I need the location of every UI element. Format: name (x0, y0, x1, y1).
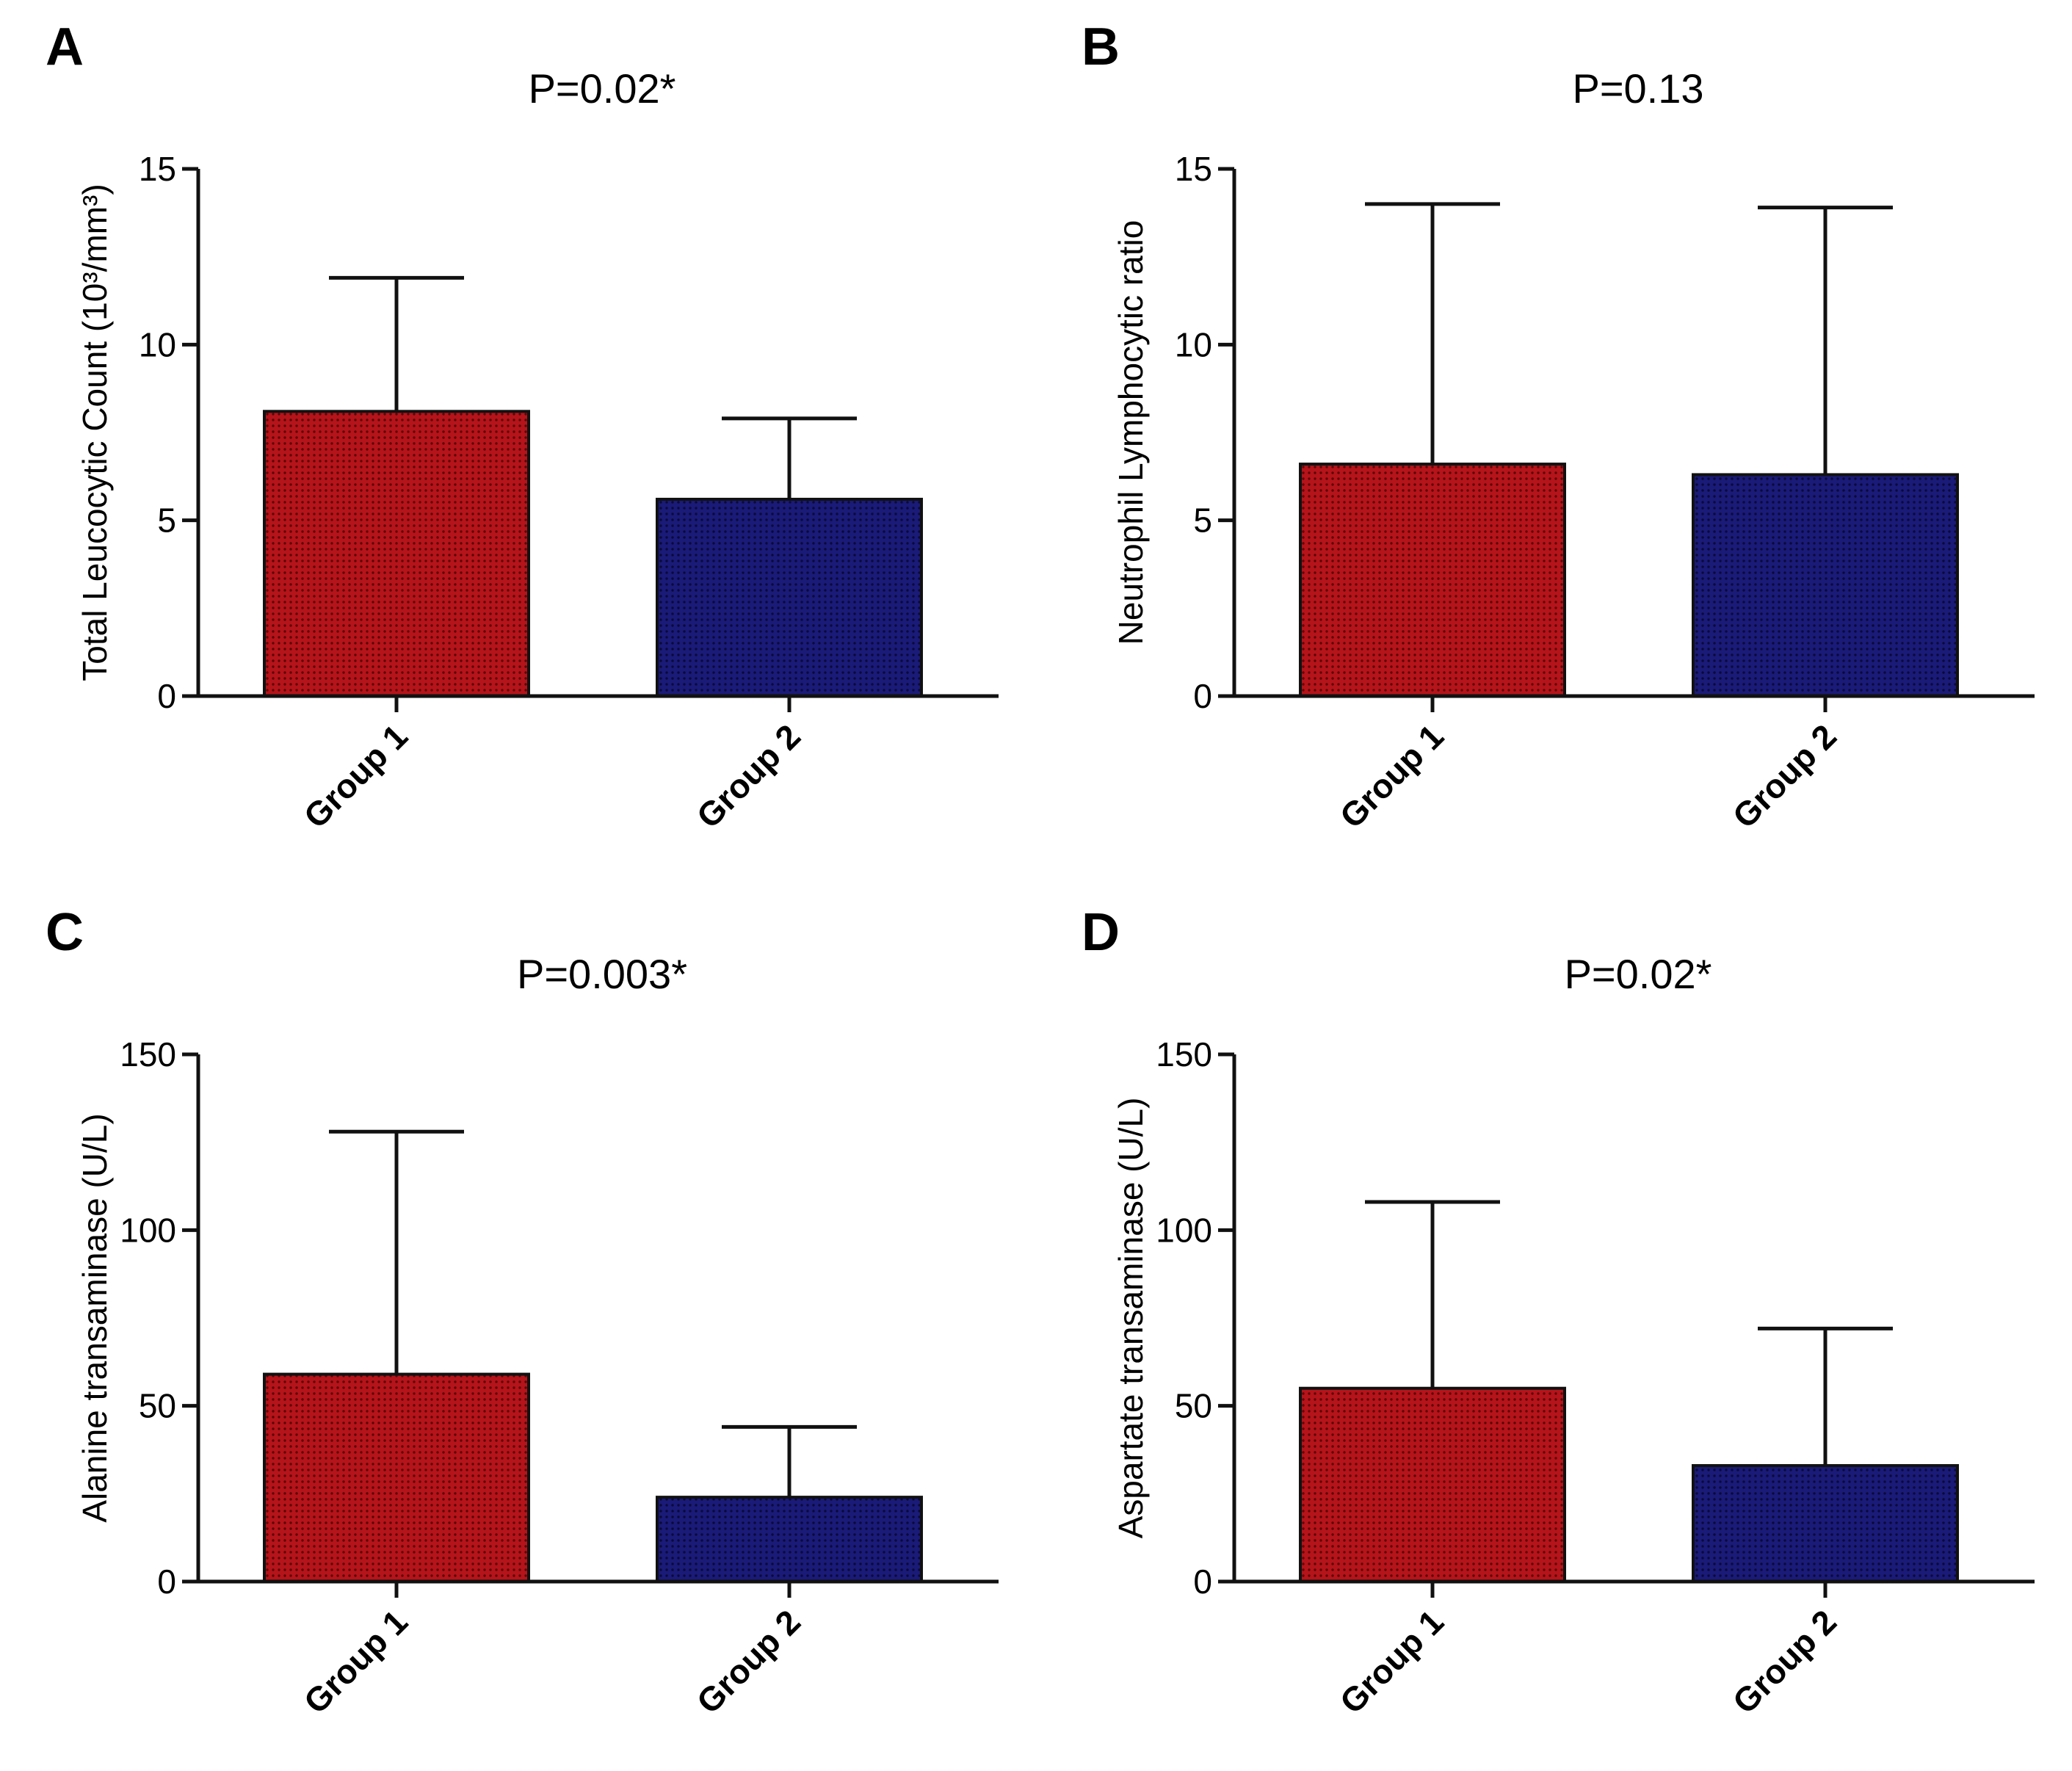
bar-group-2 (656, 497, 923, 698)
y-tick-label: 5 (157, 501, 176, 540)
x-tick-label: Group 2 (689, 1602, 808, 1720)
x-tick-label: Group 1 (1333, 1602, 1451, 1720)
y-tick-label: 150 (1156, 1035, 1212, 1073)
panel-letter: C (46, 903, 84, 962)
y-tick-label: 50 (1175, 1387, 1212, 1425)
y-tick-label: 0 (157, 1562, 176, 1601)
chart-d: D P=0.02* Aspartate transaminase (U/L) 0 50 1… (1082, 903, 2035, 1721)
panel-b: B P=0.13 Neutrophil Lymphocytic ratio 0 5 10 1… (1036, 0, 2072, 886)
chart-title: P=0.13 (1572, 65, 1703, 112)
y-tick-label: 50 (139, 1387, 176, 1425)
y-axis-title: Aspartate transaminase (U/L) (1112, 1098, 1150, 1539)
panel-letter: A (46, 18, 84, 76)
y-axis-title: Neutrophil Lymphocytic ratio (1112, 220, 1150, 645)
y-tick-label: 100 (1156, 1211, 1212, 1249)
bar-group-1 (263, 1372, 530, 1583)
y-tick-label: 15 (139, 150, 176, 188)
bar-group-2 (1692, 1464, 1959, 1583)
bar-group-2 (1692, 473, 1959, 698)
chart-b: B P=0.13 Neutrophil Lymphocytic ratio 0 5 10 1… (1082, 18, 2035, 836)
panel-a: A P=0.02* Total Leucocytic Count (10³/mm³)… (0, 0, 1036, 886)
x-tick-label: Group 1 (297, 717, 415, 835)
x-tick-label: Group 1 (297, 1602, 415, 1720)
y-tick-label: 0 (157, 677, 176, 715)
panel-letter: D (1082, 903, 1120, 962)
y-tick-label: 0 (1193, 1562, 1212, 1601)
y-axis-title: Alanine transaminase (U/L) (76, 1113, 114, 1522)
bar-group-1 (1299, 1386, 1566, 1583)
chart-a: A P=0.02* Total Leucocytic Count (10³/mm³)… (46, 18, 999, 836)
x-tick-label: Group 2 (1725, 1602, 1844, 1720)
x-tick-label: Group 1 (1333, 717, 1451, 835)
panel-c: C P=0.003* Alanine transaminase (U/L) 0 50 10… (0, 886, 1036, 1771)
x-tick-label: Group 2 (689, 717, 808, 835)
y-tick-label: 10 (139, 325, 176, 363)
chart-title: P=0.02* (529, 65, 676, 112)
x-tick-label: Group 2 (1725, 717, 1844, 835)
chart-c: C P=0.003* Alanine transaminase (U/L) 0 50 10… (46, 903, 999, 1721)
bar-group-1 (1299, 463, 1566, 698)
bar-group-2 (656, 1496, 923, 1583)
y-tick-label: 100 (120, 1211, 176, 1249)
chart-title: P=0.02* (1565, 951, 1712, 997)
y-tick-label: 150 (120, 1035, 176, 1073)
panel-d: D P=0.02* Aspartate transaminase (U/L) 0 50 1… (1036, 886, 2072, 1771)
panel-letter: B (1082, 18, 1120, 76)
y-axis-title: Total Leucocytic Count (10³/mm³) (76, 184, 114, 681)
chart-title: P=0.003* (517, 951, 687, 997)
y-tick-label: 15 (1175, 150, 1212, 188)
y-tick-label: 0 (1193, 677, 1212, 715)
bar-group-1 (263, 410, 530, 698)
y-tick-label: 5 (1193, 501, 1212, 540)
y-tick-label: 10 (1175, 325, 1212, 363)
